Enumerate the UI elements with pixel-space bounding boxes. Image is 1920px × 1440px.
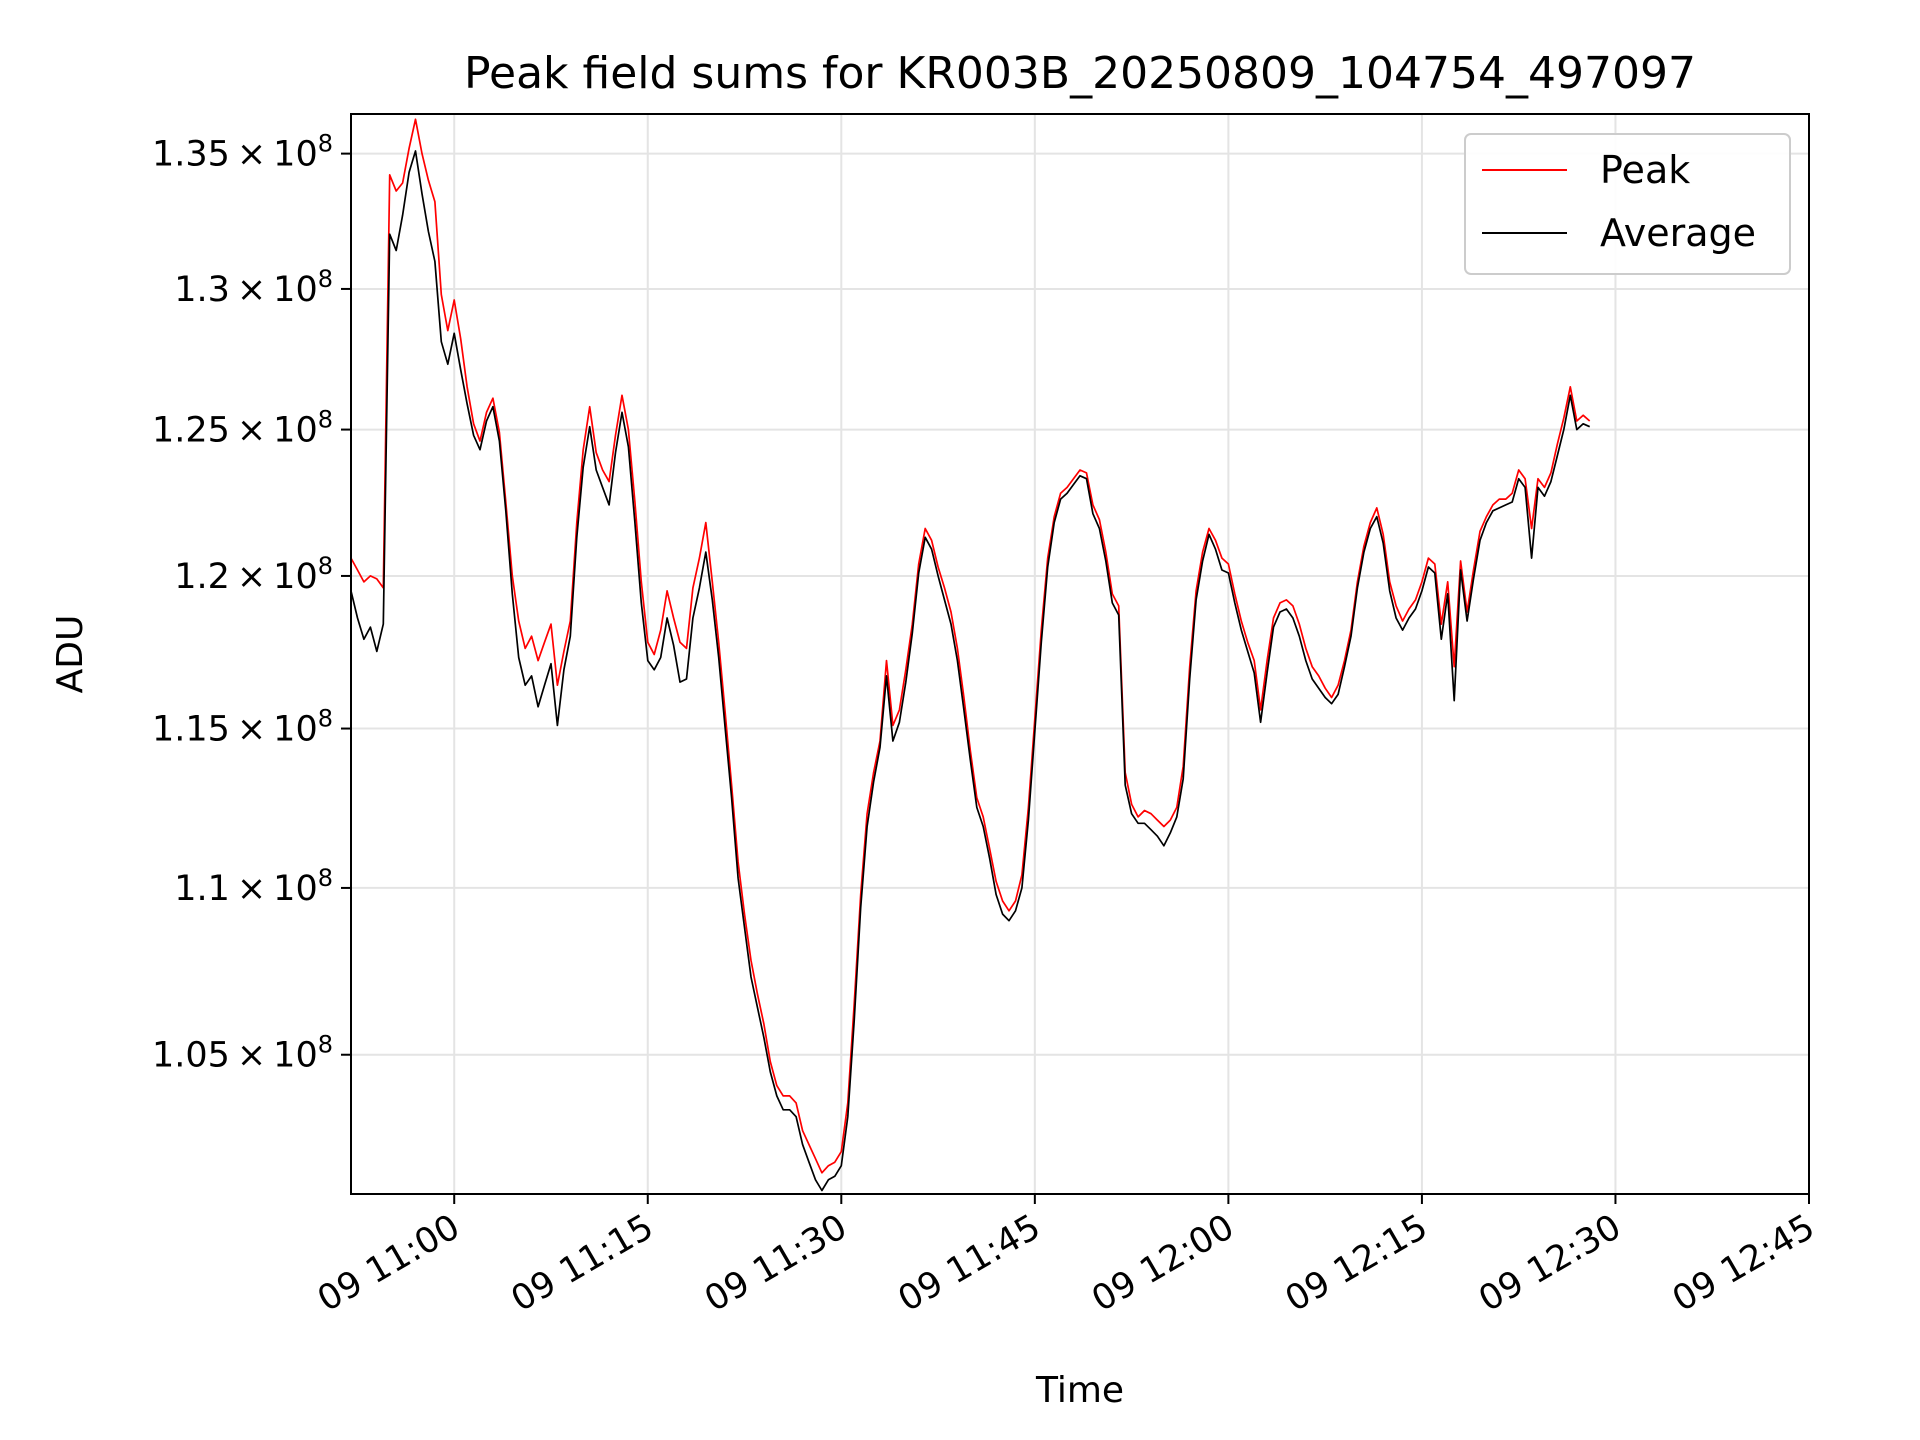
- x-tick-label-7: 09 12:45: [1666, 1207, 1822, 1320]
- y-tick-label-5: 1.3 × 108: [174, 265, 333, 310]
- legend: Peak Average: [1464, 133, 1791, 275]
- series-line-peak: [350, 118, 1591, 1174]
- series-line-average: [350, 150, 1591, 1192]
- x-tick-label-5: 09 12:15: [1279, 1207, 1435, 1320]
- x-axis-label: Time: [1035, 1370, 1124, 1411]
- plot-frame: [350, 113, 1810, 1195]
- series-layer: [350, 118, 1591, 1192]
- x-tick-label-1: 09 11:15: [505, 1207, 661, 1320]
- y-tick-label-0: 1.05 × 108: [152, 1031, 333, 1076]
- x-tick-label-2: 09 11:30: [698, 1207, 854, 1320]
- x-tick-label-4: 09 12:00: [1085, 1207, 1241, 1320]
- x-tick-label-6: 09 12:30: [1472, 1207, 1628, 1320]
- y-axis-label: ADU: [50, 615, 91, 694]
- chart-title: Peak field sums for KR003B_20250809_1047…: [464, 48, 1696, 99]
- y-tick-label-6: 1.35 × 108: [152, 130, 333, 175]
- y-tick-label-3: 1.2 × 108: [174, 552, 333, 597]
- x-tick-label-0: 09 11:00: [311, 1207, 467, 1320]
- grid-layer: [351, 114, 1810, 1194]
- y-tick-label-1: 1.1 × 108: [174, 864, 333, 909]
- legend-label-peak: Peak: [1600, 148, 1690, 192]
- legend-label-average: Average: [1600, 211, 1756, 255]
- y-tick-label-4: 1.25 × 108: [152, 406, 333, 451]
- y-tick-label-2: 1.15 × 108: [152, 705, 333, 750]
- tick-layer: 09 11:00 09 11:15 09 11:30 09 11:45 09 12:00…: [152, 130, 1822, 1320]
- x-tick-label-3: 09 11:45: [892, 1207, 1048, 1320]
